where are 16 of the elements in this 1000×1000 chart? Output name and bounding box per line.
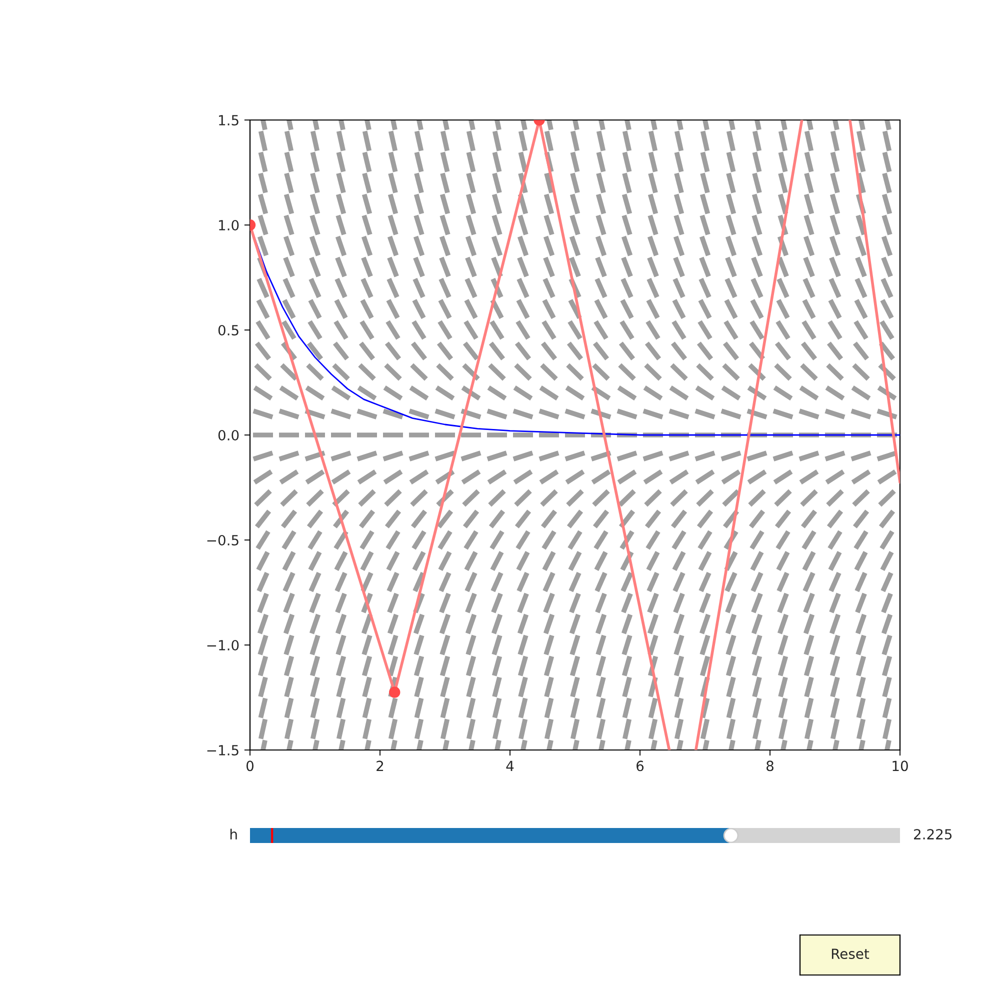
text: 2.225 xyxy=(914,829,952,840)
text: Reset xyxy=(832,948,870,960)
y-tick-label: −1.5 xyxy=(207,745,238,756)
text: h xyxy=(230,828,237,840)
y-tick-label: −0.5 xyxy=(207,534,238,546)
x-tick-label: 6 xyxy=(636,760,644,772)
x-tick-label: 8 xyxy=(766,760,774,772)
y-tick-label: −1.0 xyxy=(207,640,239,650)
x-tick-label: 4 xyxy=(506,760,514,771)
y-tick-label: 1.5 xyxy=(219,115,238,126)
y-tick-label: 1.0 xyxy=(219,220,239,230)
y-tick-label: 0.5 xyxy=(218,324,238,336)
x-tick-label: 10 xyxy=(892,760,908,772)
y-tick-label: 0.0 xyxy=(218,430,239,440)
x-tick-label: 0 xyxy=(246,760,254,772)
x-tick-label: 2 xyxy=(376,760,384,771)
